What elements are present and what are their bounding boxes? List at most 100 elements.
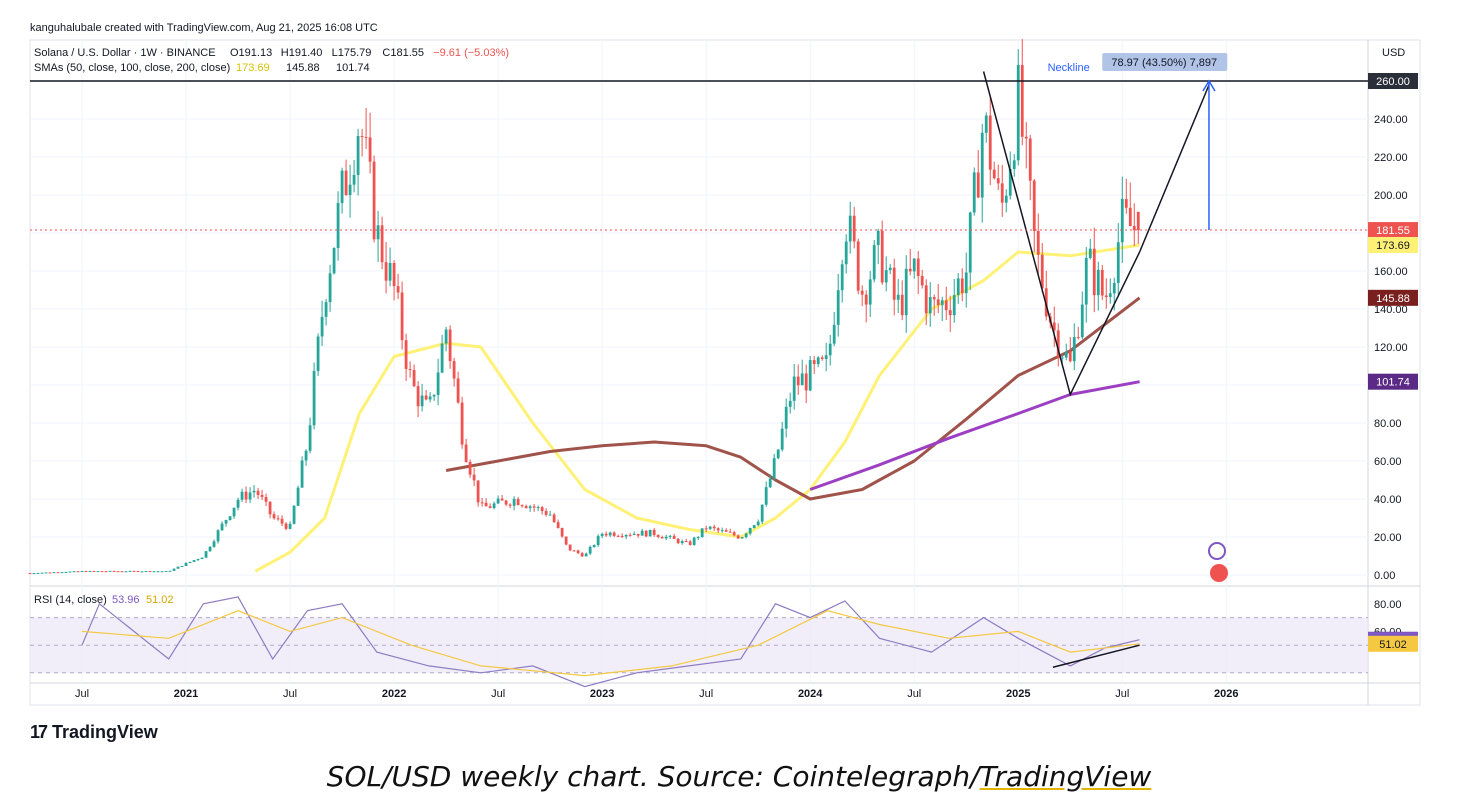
- candle-body: [348, 184, 352, 196]
- candle-body: [420, 395, 424, 407]
- ohlc-value: O191.13: [230, 47, 272, 59]
- candle-body: [200, 557, 204, 560]
- candle-body: [412, 370, 416, 387]
- candle-body: [68, 571, 72, 573]
- candle-body: [640, 530, 644, 536]
- candle-body: [488, 506, 492, 509]
- candle-body: [504, 500, 508, 505]
- candle-body: [592, 545, 596, 548]
- candle-body: [876, 230, 880, 246]
- candle-body: [1116, 242, 1120, 283]
- candle-body: [296, 487, 300, 506]
- candle-body: [460, 402, 464, 445]
- candle-body: [1012, 160, 1016, 170]
- candle-body: [824, 355, 828, 360]
- candle-body: [192, 560, 196, 562]
- candle-body: [848, 215, 852, 242]
- candle-body: [584, 553, 588, 557]
- axes: 0.00 20.00 40.00 60.00 80.00 120.00 140.00 160.…: [75, 47, 1418, 700]
- candle-body: [384, 262, 388, 281]
- v-shape-lines: [982, 71, 1141, 397]
- candle-body: [352, 174, 356, 185]
- ohlc-value: L175.79: [332, 47, 372, 59]
- candle-body: [972, 172, 976, 213]
- candle-body: [396, 286, 400, 293]
- candle-body: [904, 268, 908, 316]
- candle-body: [528, 506, 532, 509]
- candle-body: [252, 490, 256, 493]
- candle-body: [596, 536, 600, 546]
- candle-body: [1024, 136, 1028, 139]
- candle-body: [104, 571, 108, 573]
- candle-body: [288, 523, 292, 529]
- candle-body: [148, 571, 152, 573]
- candle-body: [128, 570, 132, 572]
- candle-body: [556, 522, 560, 528]
- candle-body: [956, 278, 960, 296]
- candle-body: [692, 537, 696, 545]
- candle-body: [748, 528, 752, 534]
- candle-body: [616, 535, 620, 537]
- sma-line-sma-200: [809, 380, 1140, 491]
- neckline-price-tag-text: 260.00: [1376, 76, 1410, 88]
- candle-body: [548, 514, 552, 516]
- candle-body: [948, 310, 952, 316]
- candle-body: [864, 294, 868, 305]
- candle-body: [108, 570, 112, 572]
- x-tick-label: Jul: [283, 688, 297, 700]
- candle-body: [744, 533, 748, 538]
- candle-body: [272, 514, 276, 519]
- candle-body: [216, 530, 220, 542]
- candle-body: [988, 115, 992, 170]
- candle-body: [80, 571, 84, 573]
- candle-body: [152, 571, 156, 573]
- candle-body: [284, 523, 288, 529]
- figure-caption: SOL/USD weekly chart. Source: Cointelegr…: [0, 760, 1478, 793]
- sma-legend-value: 173.69: [236, 62, 270, 74]
- tradingview-logo-text: TradingView: [52, 722, 158, 742]
- candle-body: [1132, 226, 1136, 231]
- candle-body: [1016, 64, 1020, 161]
- candle-body: [280, 518, 284, 524]
- candle-body: [364, 137, 368, 139]
- candle-body: [324, 302, 328, 317]
- rsi-pane: [30, 596, 1368, 688]
- candle-body: [868, 279, 872, 305]
- candle-body: [208, 546, 212, 552]
- candle-body: [756, 521, 760, 526]
- candle-body: [316, 336, 320, 372]
- candle-body: [996, 178, 1000, 184]
- grid: [30, 40, 1368, 683]
- sma-lines: [254, 243, 1141, 573]
- candle-body: [188, 561, 192, 563]
- candle-body: [176, 566, 180, 569]
- candle-body: [736, 535, 740, 539]
- candle-body: [624, 534, 628, 537]
- candle-body: [560, 527, 564, 537]
- candle-body: [1000, 183, 1004, 203]
- candle-body: [304, 450, 308, 461]
- candle-body: [984, 115, 988, 133]
- candle-body: [540, 507, 544, 512]
- candle-body: [896, 294, 900, 300]
- candle-body: [992, 169, 996, 179]
- candle-body: [668, 535, 672, 537]
- sma100-price-tag: 145.88: [1368, 289, 1418, 306]
- figure-caption-link[interactable]: TradingView: [979, 760, 1152, 793]
- y-tick-label: 160.00: [1374, 266, 1408, 278]
- candle-body: [920, 275, 924, 286]
- candle-body: [320, 316, 324, 337]
- candle-body: [1072, 337, 1076, 362]
- candle-body: [836, 290, 840, 325]
- candle-body: [520, 505, 524, 507]
- candle-body: [240, 491, 244, 500]
- chart-border: [29, 39, 1421, 706]
- candle-body: [220, 523, 224, 531]
- candle-body: [1028, 138, 1032, 181]
- candle-body: [224, 519, 228, 524]
- candle-body: [1064, 351, 1068, 358]
- candle-body: [1040, 254, 1044, 289]
- x-tick-label: 2023: [590, 688, 614, 700]
- candle-body: [308, 425, 312, 451]
